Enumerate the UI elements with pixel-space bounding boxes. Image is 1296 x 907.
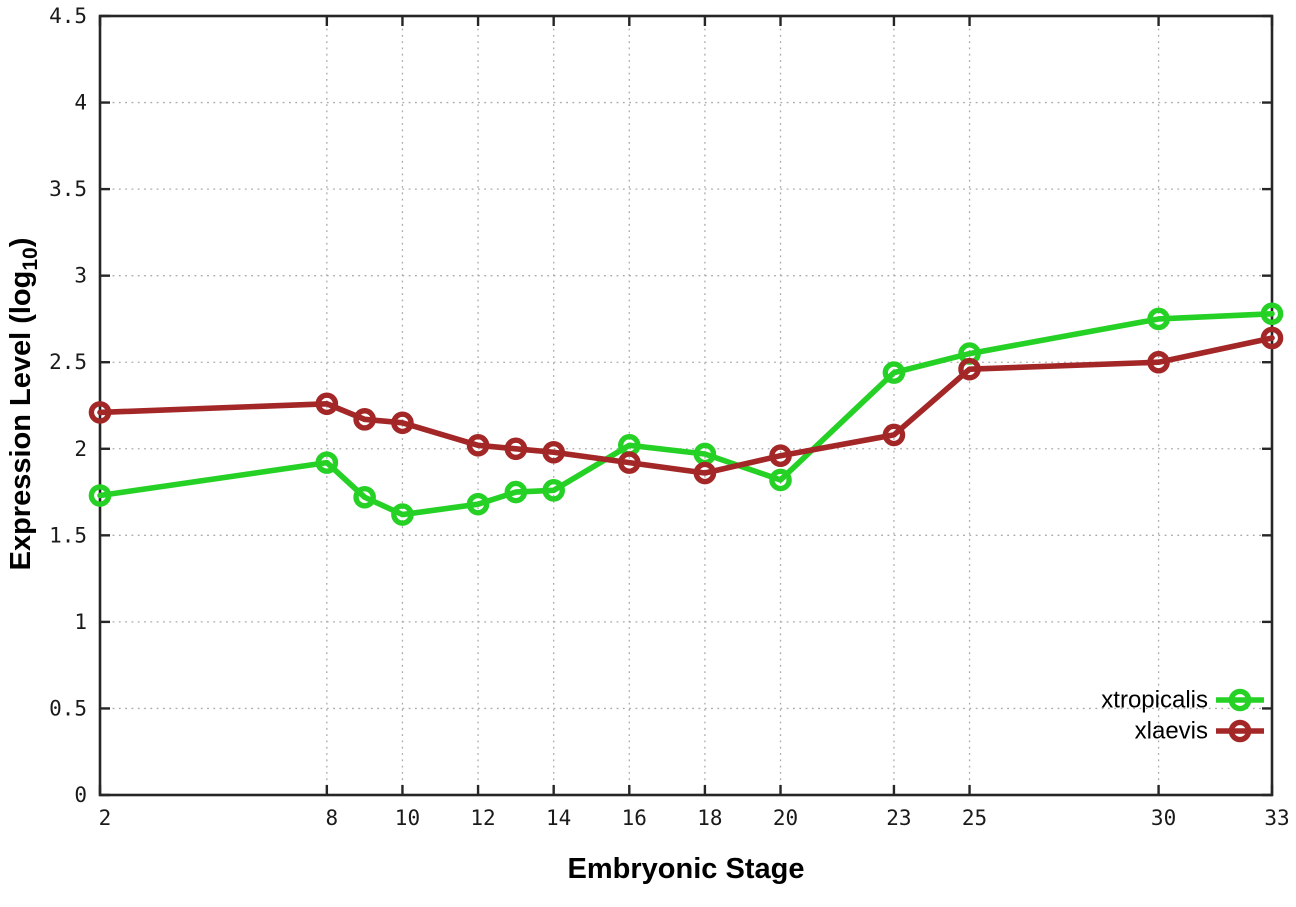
series-xlaevis-marker xyxy=(1147,350,1170,374)
x-tick-label: 25 xyxy=(962,806,987,830)
series-xlaevis-marker xyxy=(315,392,339,416)
x-tick-label: 18 xyxy=(697,806,722,830)
y-tick-label: 2.5 xyxy=(49,350,87,374)
series-xtropicalis-marker xyxy=(1260,302,1284,326)
series-xtropicalis-marker xyxy=(391,503,414,526)
series-xtropicalis-marker xyxy=(542,479,565,502)
series-xlaevis-marker xyxy=(958,357,981,381)
y-tick-label: 0.5 xyxy=(49,696,87,720)
series-xlaevis-marker xyxy=(882,423,906,447)
y-tick-label: 1 xyxy=(74,610,87,634)
series-xtropicalis-marker xyxy=(353,485,376,509)
y-tick-label: 4.5 xyxy=(49,4,87,28)
x-axis-title: Embryonic Stage xyxy=(568,853,805,885)
series-xlaevis-marker xyxy=(769,444,792,468)
series-xlaevis-marker xyxy=(504,437,528,461)
series-xlaevis-marker xyxy=(391,411,414,435)
series-xlaevis-marker xyxy=(88,401,112,424)
series-xtropicalis-marker xyxy=(504,480,528,504)
series-xlaevis-marker xyxy=(1260,326,1284,350)
series-xlaevis-marker xyxy=(542,440,565,464)
series-xlaevis-marker xyxy=(466,434,490,457)
y-axis-title: Expression Level (log10) xyxy=(5,238,42,571)
series-xlaevis-marker xyxy=(617,451,641,474)
y-tick-label: 1.5 xyxy=(49,523,87,547)
x-tick-label: 23 xyxy=(886,806,911,830)
series-xlaevis-marker xyxy=(353,408,376,431)
series-layer xyxy=(88,302,1284,526)
y-tick-label: 4 xyxy=(74,91,87,115)
series-xlaevis-marker xyxy=(693,461,717,485)
legend-marker-xlaevis xyxy=(1228,719,1252,743)
legend-label-xlaevis: xlaevis xyxy=(1135,718,1208,745)
x-tick-label: 20 xyxy=(773,806,798,830)
x-tick-label: 33 xyxy=(1264,806,1289,830)
series-xtropicalis-marker xyxy=(466,492,490,516)
axes: 0 0.5 1 1.5 2 2.5 3 3.5 4 4.5 2 8 10 12 14 16 18 20 23 25 30… xyxy=(49,4,1290,830)
legend-label-xtropicalis: xtropicalis xyxy=(1101,687,1208,714)
y-tick-label: 0 xyxy=(74,783,87,807)
x-tick-label: 2 xyxy=(99,806,112,830)
y-tick-label: 3.5 xyxy=(49,177,87,201)
series-xtropicalis-marker xyxy=(1147,307,1170,331)
series-xtropicalis-marker xyxy=(88,484,112,507)
y-tick-label: 2 xyxy=(74,437,87,461)
x-tick-label: 12 xyxy=(470,806,495,830)
x-tick-label: 14 xyxy=(546,806,571,830)
series-xtropicalis-marker xyxy=(315,451,339,474)
y-tick-label: 3 xyxy=(74,264,87,288)
x-tick-label: 30 xyxy=(1151,806,1176,830)
series-xtropicalis-line xyxy=(97,310,1275,518)
series-xtropicalis-marker xyxy=(882,361,906,384)
legend: xtropicalis xlaevis xyxy=(1101,687,1264,745)
x-tick-label: 16 xyxy=(622,806,647,830)
x-tick-label: 8 xyxy=(326,806,339,830)
series-xtropicalis-marker xyxy=(769,468,792,492)
x-tick-label: 10 xyxy=(395,806,420,830)
legend-marker-xtropicalis xyxy=(1228,688,1252,712)
